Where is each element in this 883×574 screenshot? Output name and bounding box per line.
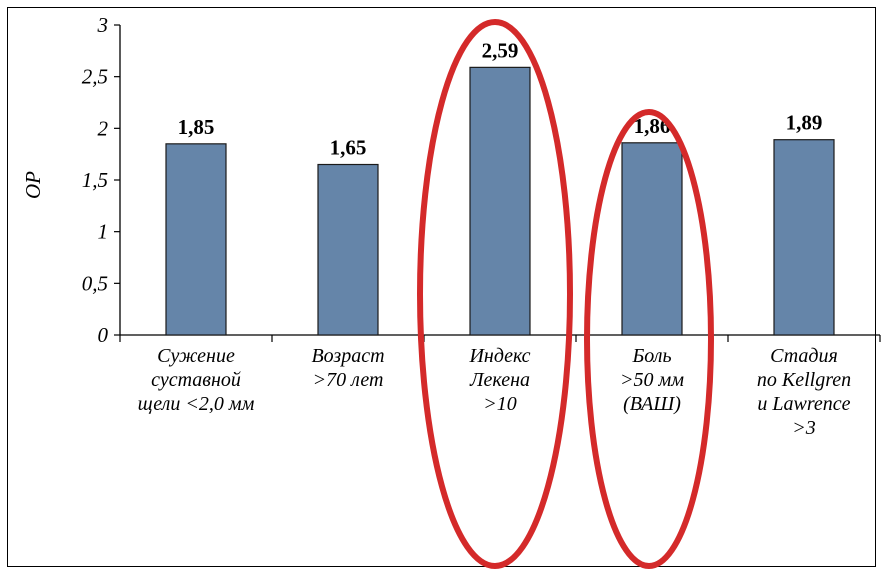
- category-label: >3: [792, 417, 816, 439]
- category-label: Лекена: [469, 369, 530, 391]
- data-label: 1,89: [786, 111, 823, 135]
- data-label: 1,65: [330, 136, 367, 160]
- y-tick-label: 1: [98, 220, 109, 244]
- bar: [165, 143, 227, 336]
- category-label: и Lawrence: [757, 393, 850, 415]
- category-label: по Kellgren: [757, 369, 851, 391]
- category-label: >70 лет: [313, 369, 384, 391]
- category-label: (ВАШ): [623, 393, 681, 415]
- y-tick-label: 2: [98, 116, 109, 140]
- category-label: щели <2,0 мм: [138, 393, 255, 415]
- y-tick-label: 2,5: [82, 65, 108, 89]
- y-tick-label: 1,5: [82, 168, 108, 192]
- bar: [621, 142, 683, 336]
- category-label: >50 мм: [620, 369, 684, 391]
- category-label: Стадия: [770, 345, 838, 367]
- y-tick-label: 3: [97, 13, 109, 37]
- bar: [469, 66, 531, 336]
- highlight-ellipse: [417, 19, 573, 569]
- data-label: 1,85: [178, 115, 215, 139]
- category-label: суставной: [151, 369, 241, 391]
- bar: [773, 139, 835, 336]
- highlight-ellipse: [584, 109, 714, 569]
- category-label: >10: [483, 393, 517, 415]
- category-label: Сужение: [157, 345, 235, 367]
- category-label: Возраст: [311, 345, 384, 367]
- category-label: Боль: [631, 345, 671, 367]
- y-axis-label: ОР: [21, 171, 45, 199]
- bar: [317, 163, 379, 336]
- data-label: 2,59: [482, 38, 519, 62]
- category-label: Индекс: [468, 345, 530, 367]
- y-tick-label: 0: [98, 323, 109, 347]
- y-tick-label: 0,5: [82, 271, 108, 295]
